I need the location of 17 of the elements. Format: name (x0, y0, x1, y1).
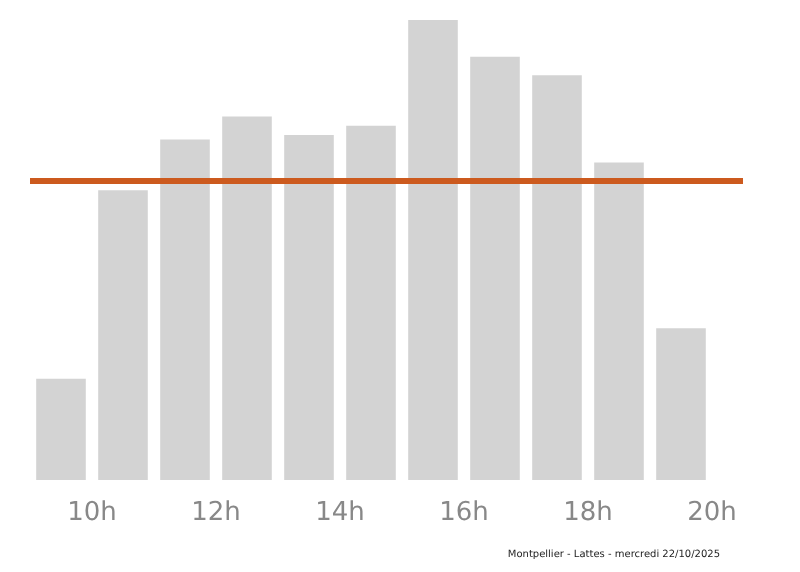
bar (36, 378, 86, 480)
bar (532, 75, 582, 480)
x-tick-label: 12h (191, 498, 241, 528)
bar (408, 20, 458, 480)
bar (594, 162, 644, 480)
bar (222, 116, 272, 480)
x-tick-label: 18h (563, 498, 613, 528)
bar (98, 190, 148, 480)
bar (284, 135, 334, 480)
bar (470, 56, 520, 480)
x-tick-label: 10h (67, 498, 117, 528)
x-tick-label: 14h (315, 498, 365, 528)
bar (656, 328, 706, 480)
bar (346, 125, 396, 480)
x-tick-label: 16h (439, 498, 489, 528)
x-tick-label: 20h (687, 498, 737, 528)
bar (160, 139, 210, 480)
